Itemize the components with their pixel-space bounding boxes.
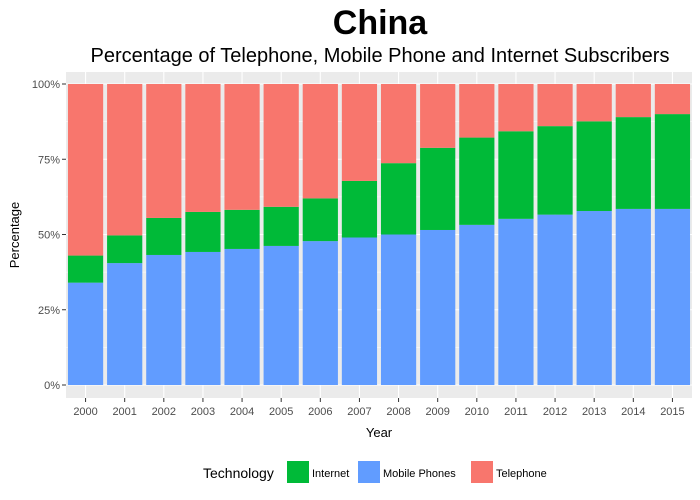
bar-segment-mobile-phones-2001 xyxy=(107,263,143,385)
bar-segment-internet-2007 xyxy=(341,180,378,238)
y-axis-ticks: 0% 25% 50% 75% 100% xyxy=(32,79,66,392)
bar-segment-mobile-phones-2004 xyxy=(224,248,260,385)
bar-segment-telephone-2000 xyxy=(67,84,104,256)
bar-segment-internet-2002 xyxy=(146,217,182,255)
bar-segment-telephone-2004 xyxy=(224,84,260,210)
bar-segment-telephone-2007 xyxy=(341,84,378,181)
x-tick-label: 2008 xyxy=(386,406,410,418)
x-tick-label: 2010 xyxy=(465,406,489,418)
legend-swatch-telephone xyxy=(471,461,493,483)
bar-segment-internet-2001 xyxy=(107,235,143,264)
bar-segment-internet-2008 xyxy=(380,163,417,235)
bar-segment-telephone-2011 xyxy=(498,84,534,132)
bar-segment-mobile-phones-2000 xyxy=(67,282,104,385)
x-tick-label: 2000 xyxy=(73,406,97,418)
x-axis-title: Year xyxy=(366,425,393,440)
bar-segment-mobile-phones-2009 xyxy=(420,229,456,385)
x-tick-label: 2012 xyxy=(543,406,567,418)
bar-segment-telephone-2009 xyxy=(420,84,456,148)
y-tick-label: 25% xyxy=(38,305,60,317)
bar-segment-mobile-phones-2006 xyxy=(302,241,338,385)
bar-segment-internet-2006 xyxy=(302,198,338,242)
bar-segment-telephone-2013 xyxy=(576,84,612,122)
bar-segment-internet-2015 xyxy=(654,114,691,209)
bar-segment-internet-2005 xyxy=(263,206,299,246)
y-tick-label: 50% xyxy=(38,230,60,242)
legend-swatch-mobile-phones xyxy=(358,461,380,483)
y-tick-label: 100% xyxy=(32,79,60,91)
legend: Technology Internet Mobile Phones Telephon… xyxy=(203,461,547,483)
bar-segment-internet-2003 xyxy=(185,211,221,252)
bar-segment-internet-2010 xyxy=(459,137,495,225)
bar-segment-mobile-phones-2015 xyxy=(654,208,691,385)
bar-segment-telephone-2008 xyxy=(380,84,417,164)
x-tick-label: 2009 xyxy=(425,406,449,418)
bar-segment-mobile-phones-2013 xyxy=(576,211,612,385)
x-tick-label: 2007 xyxy=(347,406,371,418)
bar-segment-internet-2014 xyxy=(615,117,651,209)
bar-segment-mobile-phones-2011 xyxy=(498,218,534,385)
bar-segment-telephone-2010 xyxy=(459,84,495,138)
x-tick-label: 2015 xyxy=(660,406,684,418)
bar-segment-telephone-2005 xyxy=(263,84,299,207)
bar-segment-mobile-phones-2003 xyxy=(185,251,221,385)
chart-subtitle: Percentage of Telephone, Mobile Phone an… xyxy=(91,45,670,67)
x-tick-label: 2004 xyxy=(230,406,254,418)
legend-label-internet: Internet xyxy=(312,468,349,480)
y-axis-title: Percentage xyxy=(7,202,22,269)
bars xyxy=(67,84,691,385)
bar-segment-internet-2000 xyxy=(67,255,104,283)
legend-title: Technology xyxy=(203,465,274,481)
bar-segment-telephone-2014 xyxy=(615,84,651,118)
bar-segment-telephone-2015 xyxy=(654,84,691,115)
bar-segment-mobile-phones-2005 xyxy=(263,245,299,385)
x-tick-label: 2001 xyxy=(112,406,136,418)
bar-segment-telephone-2006 xyxy=(302,84,338,199)
bar-segment-telephone-2003 xyxy=(185,84,221,212)
x-tick-label: 2002 xyxy=(152,406,176,418)
x-tick-label: 2011 xyxy=(504,406,528,418)
bar-segment-mobile-phones-2008 xyxy=(380,234,417,385)
bar-segment-mobile-phones-2002 xyxy=(146,254,182,385)
legend-swatch-internet xyxy=(287,461,309,483)
bar-segment-mobile-phones-2014 xyxy=(615,208,651,385)
bar-segment-mobile-phones-2010 xyxy=(459,224,495,385)
legend-label-telephone: Telephone xyxy=(496,468,547,480)
chart-title: China xyxy=(333,4,429,42)
x-tick-label: 2013 xyxy=(582,406,606,418)
y-tick-label: 75% xyxy=(38,154,60,166)
bar-segment-internet-2013 xyxy=(576,121,612,212)
bar-segment-telephone-2012 xyxy=(537,84,573,127)
legend-label-mobile-phones: Mobile Phones xyxy=(383,468,456,480)
bar-segment-internet-2009 xyxy=(420,147,456,230)
x-tick-label: 2005 xyxy=(269,406,293,418)
x-tick-label: 2003 xyxy=(191,406,215,418)
bar-segment-mobile-phones-2007 xyxy=(341,237,378,385)
y-tick-label: 0% xyxy=(44,380,60,392)
bar-segment-internet-2011 xyxy=(498,131,534,219)
bar-segment-internet-2004 xyxy=(224,209,260,249)
x-tick-label: 2014 xyxy=(621,406,645,418)
x-tick-label: 2006 xyxy=(308,406,332,418)
bar-segment-telephone-2001 xyxy=(107,84,143,236)
x-axis-ticks: 2000 2001 2002 2003 2004 2005 2006 2007 2008 2009… xyxy=(73,398,685,418)
bar-segment-mobile-phones-2012 xyxy=(537,214,573,385)
bar-segment-telephone-2002 xyxy=(146,84,182,218)
bar-segment-internet-2012 xyxy=(537,126,573,215)
